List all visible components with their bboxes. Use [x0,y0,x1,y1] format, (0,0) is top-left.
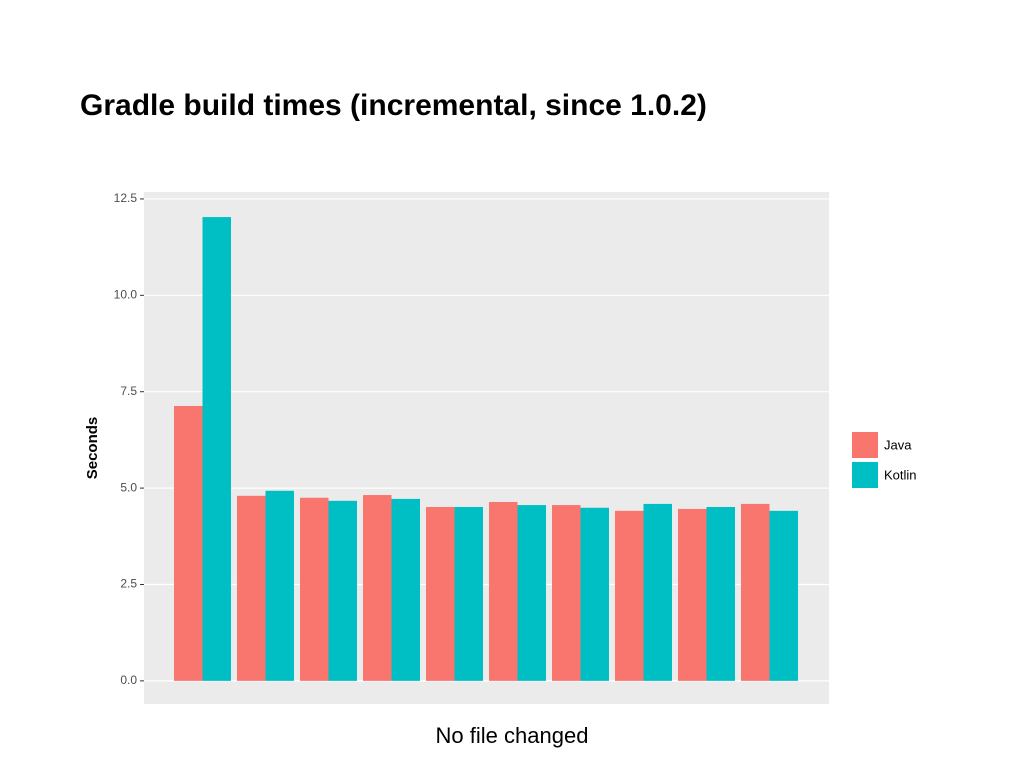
legend-label: Kotlin [884,467,917,482]
legend-swatch [852,432,878,458]
bar [237,495,266,681]
bar [265,490,294,681]
bar [643,503,672,681]
y-tick-label: 10.0 [114,287,138,301]
bar [300,497,329,681]
caption: No file changed [436,723,589,748]
bar [363,495,392,681]
chart-title: Gradle build times (incremental, since 1… [80,89,707,122]
y-tick-label: 2.5 [120,577,137,591]
bar [552,505,581,681]
bar [202,217,231,681]
y-tick-label: 12.5 [114,191,138,205]
y-tick-label: 5.0 [120,480,137,494]
bar [517,505,546,681]
bar [328,500,357,681]
y-axis-label: Seconds [84,417,101,480]
bar [769,510,798,681]
y-tick-label: 7.5 [120,384,137,398]
bar [678,508,707,681]
bar [391,498,420,681]
bar [580,507,609,681]
legend-label: Java [884,437,912,452]
legend-swatch [852,462,878,488]
bar [706,506,735,681]
bar [454,506,483,681]
y-tick-label: 0.0 [120,673,137,687]
bar [741,503,770,681]
bar [426,506,455,681]
bar [615,510,644,681]
bar [489,501,518,681]
bar [174,405,203,681]
